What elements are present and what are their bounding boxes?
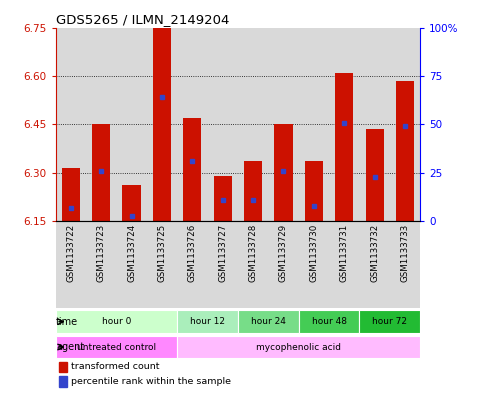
Bar — [366, 129, 384, 221]
FancyBboxPatch shape — [359, 310, 420, 333]
Text: GSM1133722: GSM1133722 — [66, 224, 75, 283]
Text: hour 72: hour 72 — [372, 317, 407, 326]
FancyBboxPatch shape — [177, 310, 238, 333]
Bar — [56, 222, 86, 308]
Text: GSM1133730: GSM1133730 — [309, 224, 318, 283]
Bar — [59, 362, 67, 372]
Text: transformed count: transformed count — [71, 362, 159, 371]
Bar — [390, 28, 420, 221]
Bar — [122, 185, 141, 221]
Text: percentile rank within the sample: percentile rank within the sample — [71, 377, 231, 386]
Bar — [305, 161, 323, 221]
Bar — [92, 124, 110, 221]
Text: mycophenolic acid: mycophenolic acid — [256, 343, 341, 351]
Text: GDS5265 / ILMN_2149204: GDS5265 / ILMN_2149204 — [56, 13, 229, 26]
Bar — [116, 28, 147, 221]
Bar — [147, 28, 177, 221]
Bar — [62, 168, 80, 221]
Bar — [238, 28, 268, 221]
Bar — [208, 28, 238, 221]
Text: hour 48: hour 48 — [312, 317, 346, 326]
FancyBboxPatch shape — [56, 310, 177, 333]
Bar — [238, 222, 268, 308]
Text: hour 24: hour 24 — [251, 317, 286, 326]
Text: GSM1133732: GSM1133732 — [370, 224, 379, 283]
Text: GSM1133724: GSM1133724 — [127, 224, 136, 283]
Text: GSM1133731: GSM1133731 — [340, 224, 349, 283]
Bar — [59, 376, 67, 387]
FancyBboxPatch shape — [177, 336, 420, 358]
Bar — [56, 28, 86, 221]
Bar — [359, 222, 390, 308]
Text: untreated control: untreated control — [77, 343, 156, 351]
Text: agent: agent — [56, 342, 85, 352]
Bar — [329, 28, 359, 221]
Bar — [329, 222, 359, 308]
Bar — [213, 176, 232, 221]
FancyBboxPatch shape — [56, 336, 177, 358]
Bar — [268, 28, 298, 221]
FancyBboxPatch shape — [238, 310, 298, 333]
Bar — [390, 222, 420, 308]
Bar — [177, 28, 208, 221]
Text: GSM1133733: GSM1133733 — [400, 224, 410, 283]
Bar — [147, 222, 177, 308]
Text: time: time — [56, 317, 78, 327]
Text: hour 0: hour 0 — [101, 317, 131, 326]
Bar — [153, 28, 171, 221]
Bar — [274, 124, 293, 221]
Text: GSM1133725: GSM1133725 — [157, 224, 167, 283]
Bar — [396, 81, 414, 221]
Bar — [208, 222, 238, 308]
Bar — [268, 222, 298, 308]
Bar — [86, 222, 116, 308]
Bar — [86, 28, 116, 221]
Text: GSM1133726: GSM1133726 — [188, 224, 197, 283]
Bar — [183, 118, 201, 221]
Text: GSM1133728: GSM1133728 — [249, 224, 257, 283]
Bar — [335, 73, 354, 221]
Bar — [116, 222, 147, 308]
Bar — [298, 28, 329, 221]
FancyBboxPatch shape — [298, 310, 359, 333]
Bar — [244, 161, 262, 221]
Bar — [298, 222, 329, 308]
Text: GSM1133723: GSM1133723 — [97, 224, 106, 283]
Text: GSM1133727: GSM1133727 — [218, 224, 227, 283]
Bar — [177, 222, 208, 308]
Text: hour 12: hour 12 — [190, 317, 225, 326]
Bar — [359, 28, 390, 221]
Text: GSM1133729: GSM1133729 — [279, 224, 288, 283]
